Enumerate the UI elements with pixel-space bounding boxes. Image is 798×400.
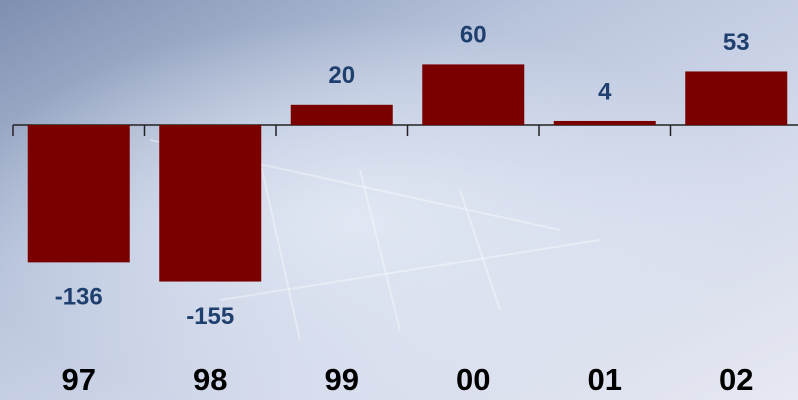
bar bbox=[422, 64, 525, 125]
x-tick-label: 02 bbox=[719, 362, 753, 397]
x-tick-label: 99 bbox=[325, 362, 359, 397]
bar bbox=[290, 104, 393, 125]
value-label: -136 bbox=[55, 284, 103, 311]
x-tick-label: 00 bbox=[456, 362, 490, 397]
bar bbox=[685, 71, 788, 125]
x-tick-label: 01 bbox=[588, 362, 622, 397]
bar bbox=[553, 120, 656, 125]
value-label: 53 bbox=[723, 29, 750, 56]
value-label: -155 bbox=[186, 303, 234, 330]
x-tick-label: 97 bbox=[62, 362, 96, 397]
x-tick-label: 98 bbox=[193, 362, 227, 397]
value-label: 20 bbox=[328, 62, 355, 89]
value-label: 60 bbox=[460, 22, 487, 49]
bar bbox=[159, 125, 262, 282]
value-label: 4 bbox=[598, 78, 612, 105]
bar bbox=[27, 125, 130, 263]
